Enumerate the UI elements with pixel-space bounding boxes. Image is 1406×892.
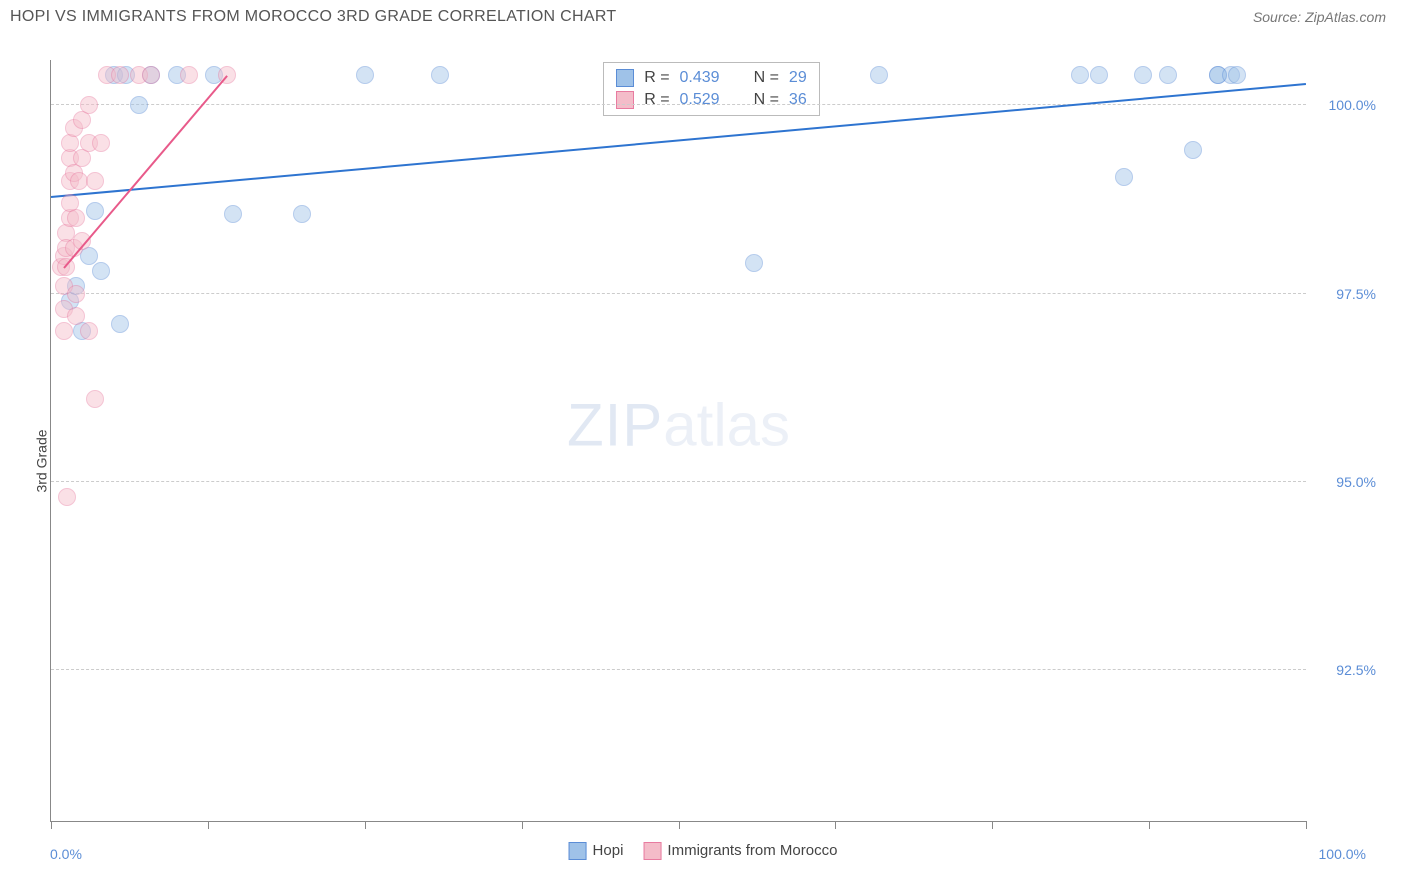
chart-source: Source: ZipAtlas.com: [1253, 9, 1386, 25]
x-tick: [679, 821, 680, 829]
scatter-point: [745, 254, 763, 272]
correlation-stat-box: R = 0.439 N = 29 R = 0.529 N = 36: [603, 62, 820, 116]
scatter-point: [870, 66, 888, 84]
scatter-point: [1115, 168, 1133, 186]
x-tick: [522, 821, 523, 829]
plot-area: ZIPatlas R = 0.439N = 29R = 0.529N = 36 …: [50, 60, 1306, 822]
x-tick: [365, 821, 366, 829]
stat-r-label: R =: [644, 91, 669, 109]
gridline-horizontal: [51, 293, 1306, 294]
legend-swatch: [643, 842, 661, 860]
scatter-point: [67, 307, 85, 325]
y-axis-label: 3rd Grade: [34, 429, 50, 492]
gridline-horizontal: [51, 481, 1306, 482]
scatter-point: [111, 315, 129, 333]
scatter-point: [356, 66, 374, 84]
scatter-point: [431, 66, 449, 84]
legend-swatch: [616, 69, 634, 87]
scatter-point: [1228, 66, 1246, 84]
x-axis-min-label: 0.0%: [50, 846, 82, 862]
gridline-horizontal: [51, 669, 1306, 670]
scatter-point: [111, 66, 129, 84]
scatter-point: [293, 205, 311, 223]
scatter-point: [86, 202, 104, 220]
scatter-point: [142, 66, 160, 84]
scatter-point: [80, 322, 98, 340]
x-tick: [835, 821, 836, 829]
legend-swatch: [616, 91, 634, 109]
legend-label: Immigrants from Morocco: [667, 842, 837, 859]
stat-n-value: 36: [789, 91, 807, 109]
scatter-point: [86, 390, 104, 408]
scatter-point: [130, 96, 148, 114]
scatter-point: [67, 209, 85, 227]
legend-swatch: [569, 842, 587, 860]
watermark-atlas: atlas: [663, 392, 790, 459]
stat-r-value: 0.439: [680, 69, 720, 87]
gridline-horizontal: [51, 104, 1306, 105]
scatter-point: [70, 172, 88, 190]
scatter-point: [1184, 141, 1202, 159]
x-tick: [992, 821, 993, 829]
stat-n-value: 29: [789, 69, 807, 87]
scatter-point: [58, 488, 76, 506]
watermark-zip: ZIP: [567, 392, 663, 459]
x-axis-max-label: 100.0%: [1319, 846, 1366, 862]
scatter-point: [1134, 66, 1152, 84]
bottom-legend: Hopi Immigrants from Morocco: [569, 842, 838, 860]
scatter-point: [86, 172, 104, 190]
legend-item: Hopi: [569, 842, 624, 860]
stat-row: R = 0.439 N = 29: [616, 67, 807, 89]
legend-label: Hopi: [593, 842, 624, 859]
scatter-point: [92, 134, 110, 152]
y-tick-label: 97.5%: [1316, 286, 1376, 302]
stat-row: R = 0.529 N = 36: [616, 89, 807, 111]
x-tick: [1149, 821, 1150, 829]
scatter-point: [180, 66, 198, 84]
x-tick: [1306, 821, 1307, 829]
y-tick-label: 95.0%: [1316, 474, 1376, 490]
chart-header: HOPI VS IMMIGRANTS FROM MOROCCO 3RD GRAD…: [0, 0, 1406, 30]
scatter-point: [224, 205, 242, 223]
legend-item: Immigrants from Morocco: [643, 842, 837, 860]
scatter-point: [55, 322, 73, 340]
scatter-point: [80, 96, 98, 114]
scatter-point: [1159, 66, 1177, 84]
chart-container: 3rd Grade ZIPatlas R = 0.439N = 29R = 0.…: [10, 40, 1396, 882]
y-tick-label: 100.0%: [1316, 97, 1376, 113]
watermark: ZIPatlas: [567, 391, 790, 460]
y-tick-label: 92.5%: [1316, 662, 1376, 678]
scatter-point: [67, 285, 85, 303]
chart-title: HOPI VS IMMIGRANTS FROM MOROCCO 3RD GRAD…: [10, 8, 616, 26]
stat-n-label: N =: [754, 69, 779, 87]
x-tick: [51, 821, 52, 829]
scatter-point: [61, 134, 79, 152]
scatter-point: [92, 262, 110, 280]
scatter-point: [1071, 66, 1089, 84]
stat-r-value: 0.529: [680, 91, 720, 109]
x-tick: [208, 821, 209, 829]
stat-n-label: N =: [754, 91, 779, 109]
stat-r-label: R =: [644, 69, 669, 87]
scatter-point: [1090, 66, 1108, 84]
scatter-point: [57, 258, 75, 276]
